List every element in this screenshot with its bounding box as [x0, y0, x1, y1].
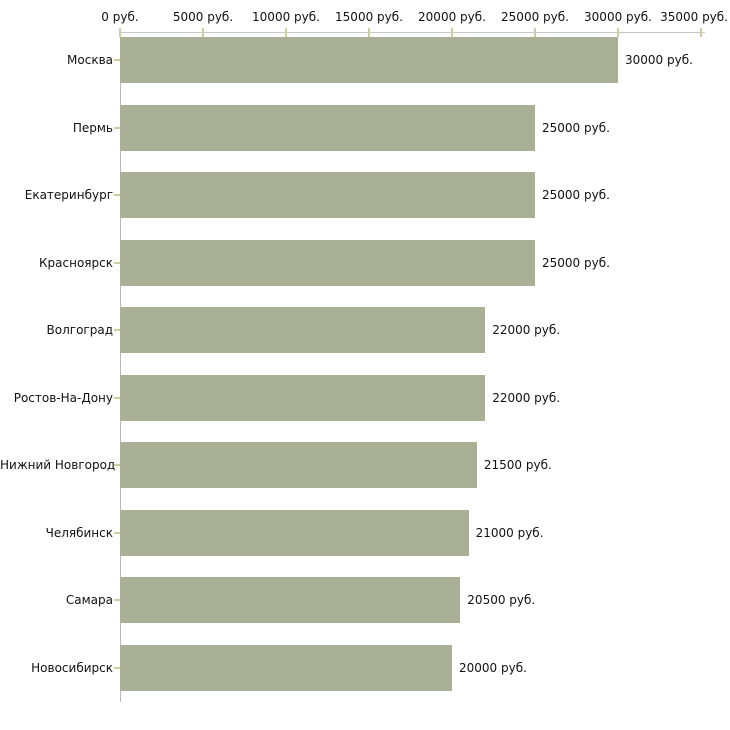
bar	[120, 374, 486, 421]
category-label: Ростов-На-Дону	[13, 390, 113, 405]
value-label: 20000 руб.	[459, 660, 527, 675]
value-label: 21000 руб.	[475, 525, 544, 540]
x-axis-tick-label: 10000 руб.	[252, 10, 320, 24]
category-label: Волгоград	[46, 323, 113, 337]
y-axis-tick	[114, 666, 120, 669]
y-axis-line	[120, 32, 121, 702]
category-label: Нижний Новгород	[0, 458, 116, 472]
category-label: Самара	[65, 593, 113, 607]
value-label: 22000 руб.	[492, 323, 561, 337]
bar	[120, 442, 477, 488]
bar	[120, 644, 452, 691]
bar	[120, 239, 535, 286]
value-label: 21500 руб.	[483, 458, 552, 472]
y-axis-tick	[114, 261, 120, 264]
x-axis-tick	[285, 28, 287, 37]
y-axis-tick	[114, 126, 120, 129]
x-axis-tick-label: 30000 руб.	[584, 10, 652, 24]
x-axis-tick	[202, 28, 204, 37]
y-axis-tick	[114, 599, 120, 601]
x-axis-tick	[119, 28, 121, 37]
value-label: 25000 руб.	[542, 188, 610, 202]
value-label: 25000 руб.	[542, 120, 610, 135]
category-label: Новосибирск	[31, 660, 113, 675]
y-axis-tick	[114, 329, 120, 331]
y-axis-tick	[114, 396, 120, 399]
category-label: Челябинск	[45, 525, 113, 540]
y-axis-tick	[114, 59, 120, 61]
x-axis-tick	[700, 28, 702, 37]
y-axis-tick	[114, 531, 120, 534]
bar	[120, 104, 535, 151]
category-label: Екатеринбург	[24, 188, 113, 202]
x-axis-tick-label: 25000 руб.	[501, 10, 569, 24]
x-axis-tick-label: 0 руб.	[101, 10, 139, 24]
x-axis-tick-label: 35000 руб.	[660, 10, 728, 24]
y-axis-tick	[114, 194, 120, 196]
bar	[120, 307, 486, 353]
category-label: Москва	[67, 53, 113, 67]
value-label: 30000 руб.	[625, 53, 693, 67]
x-axis-tick	[617, 28, 619, 37]
value-label: 20500 руб.	[467, 593, 536, 607]
bar	[120, 37, 618, 83]
x-axis-tick-label: 20000 руб.	[418, 10, 486, 24]
x-axis-tick	[368, 28, 370, 37]
x-axis-tick-label: 5000 руб.	[172, 10, 234, 24]
x-axis-tick	[534, 28, 536, 37]
x-axis-line	[120, 32, 705, 33]
category-label: Красноярск	[39, 255, 113, 270]
value-label: 25000 руб.	[542, 255, 610, 270]
y-axis-tick	[114, 464, 120, 466]
x-axis-tick-label: 15000 руб.	[335, 10, 403, 24]
bar	[120, 172, 535, 218]
value-label: 22000 руб.	[492, 390, 561, 405]
bar	[120, 577, 461, 623]
bar	[120, 509, 469, 556]
x-axis-tick	[451, 28, 453, 37]
category-label: Пермь	[72, 120, 113, 135]
